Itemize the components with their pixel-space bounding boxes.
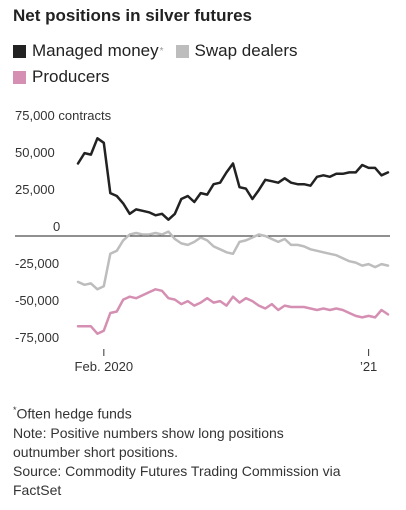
chart-notes: *Often hedge funds Note: Positive number…	[13, 401, 393, 500]
y-tick-label: 75,000 contracts	[15, 108, 112, 123]
series-lines	[76, 137, 390, 335]
y-tick-label: 0	[53, 219, 60, 234]
chart-plot: 75,000 contracts 50,000 25,000 0 -25,000 -50,…	[15, 108, 390, 374]
series-line-managed-money	[76, 137, 390, 221]
series-line-producers	[76, 288, 390, 335]
y-axis: 75,000 contracts 50,000 25,000 0 -25,000 -50,…	[15, 108, 390, 345]
y-unit-label: contracts	[58, 108, 111, 123]
legend-label-managed-money: Managed money	[32, 41, 159, 60]
y-tick-label: -50,000	[15, 293, 59, 308]
y-tick-label: -75,000	[15, 330, 59, 345]
chart-title: Net positions in silver futures	[13, 6, 252, 25]
x-tick-label: Feb. 2020	[75, 359, 134, 374]
footnote: *Often hedge funds	[13, 401, 393, 424]
footnote-marker: *	[13, 405, 17, 415]
legend-label-producers: Producers	[32, 67, 110, 86]
y-tick-label: -25,000	[15, 256, 59, 271]
legend-footnote-marker: *	[159, 45, 164, 57]
note-text: Note: Positive numbers show long positio…	[13, 424, 284, 460]
legend-item-managed-money: Managed money * Swap dealers	[13, 41, 298, 61]
legend-label-swap-dealers: Swap dealers	[194, 41, 298, 60]
x-axis: Feb. 2020 ’21	[75, 349, 377, 374]
y-tick-label: 50,000	[15, 145, 55, 160]
y-tick-label: 25,000	[15, 182, 55, 197]
footnote-text: Often hedge funds	[16, 405, 132, 422]
source-text: Source: Commodity Futures Trading Commis…	[13, 462, 341, 498]
x-tick-label: ’21	[360, 359, 377, 374]
series-line-swap-dealers	[76, 230, 390, 291]
legend-swatch-managed-money	[13, 44, 26, 58]
legend-swatch-producers	[13, 70, 26, 84]
legend-item-producers: Producers	[13, 67, 109, 87]
legend-swatch-swap-dealers	[175, 44, 189, 58]
